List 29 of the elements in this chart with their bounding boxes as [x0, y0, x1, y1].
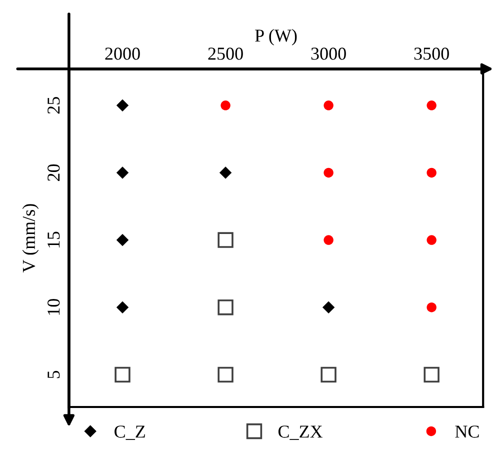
- y-tick-label: 20: [48, 164, 60, 181]
- point: [218, 299, 234, 316]
- point: [322, 301, 335, 314]
- point: [424, 366, 440, 383]
- y-axis-title: V (mm/s): [22, 204, 39, 272]
- point: [218, 366, 234, 383]
- point: [324, 235, 334, 245]
- x-tick-label: 2000: [105, 48, 140, 60]
- legend-label: C_ZX: [278, 426, 323, 440]
- point: [426, 235, 436, 245]
- point: [426, 168, 436, 178]
- point: [426, 100, 436, 110]
- legend-label: C_Z: [114, 426, 145, 440]
- x-tick-label: 2500: [208, 48, 243, 60]
- y-tick-label: 5: [48, 370, 60, 378]
- point: [114, 366, 130, 383]
- y-tick-label: 10: [48, 299, 60, 315]
- y-tick-label: 15: [48, 232, 60, 248]
- legend-label: NC: [455, 426, 479, 438]
- point: [320, 366, 336, 383]
- y-tick-label: 25: [48, 97, 60, 114]
- point: [218, 232, 234, 248]
- point: [220, 100, 230, 110]
- point: [324, 100, 334, 110]
- x-axis-title: P (W): [255, 29, 297, 46]
- x-tick-label: 3000: [311, 48, 346, 60]
- point: [324, 168, 334, 178]
- x-tick-label: 3500: [414, 48, 449, 60]
- point: [426, 302, 436, 312]
